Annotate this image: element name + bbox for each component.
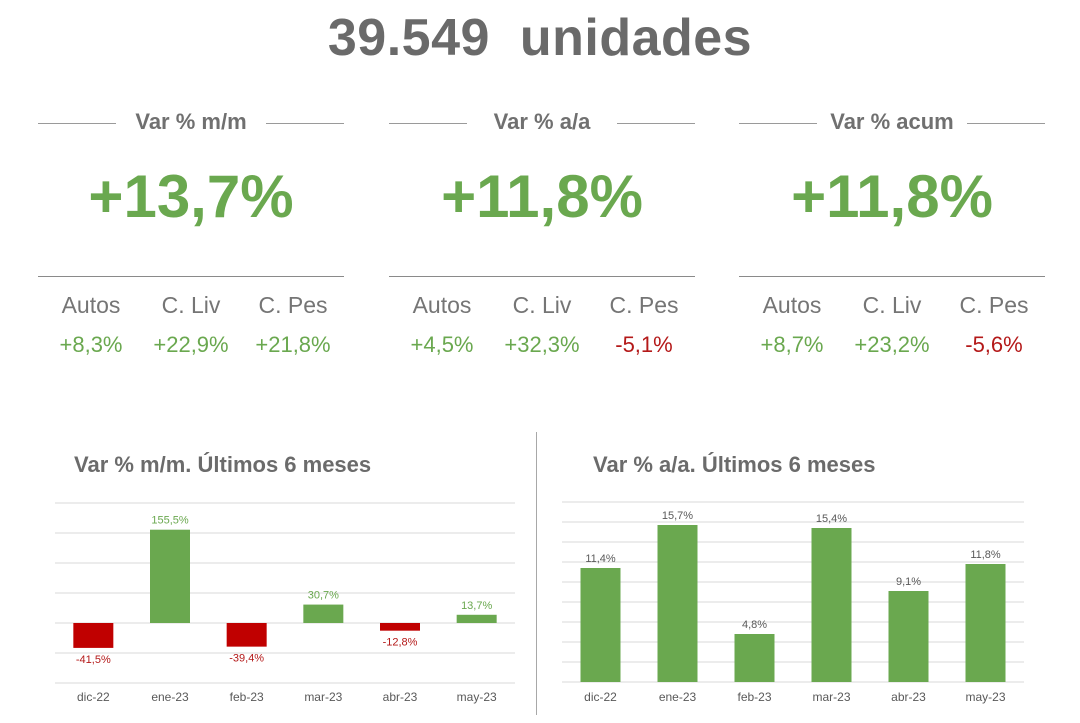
panel-divider <box>536 432 537 715</box>
sub-metric-name: Autos <box>762 292 822 318</box>
chart-title-mm: Var % m/m. Últimos 6 meses <box>74 452 372 477</box>
x-tick-label: may-23 <box>965 690 1005 704</box>
x-tick-label: dic-22 <box>584 690 617 704</box>
sub-metric-value: +22,9% <box>153 332 229 357</box>
bar-mar-23 <box>811 528 852 682</box>
sub-metric-c-pes: C. Pes +21,8% <box>243 292 343 358</box>
x-tick-label: abr-23 <box>383 690 418 704</box>
sub-metric-name: Autos <box>61 292 121 318</box>
data-label: -41,5% <box>76 654 111 666</box>
sub-metric-value: +21,8% <box>255 332 331 357</box>
kpi-label: Var % acum <box>830 109 954 134</box>
sub-metric-autos: Autos +8,7% <box>742 292 842 358</box>
sub-metric-name: C. Liv <box>161 292 221 318</box>
divider-line <box>38 123 116 124</box>
data-label: 4,8% <box>742 619 767 631</box>
sub-metric-name: C. Liv <box>862 292 922 318</box>
sub-metric-name: C. Pes <box>258 292 328 318</box>
bar-feb-23 <box>734 634 775 682</box>
bar-abr-23 <box>888 591 929 682</box>
divider-line <box>739 123 817 124</box>
x-tick-label: mar-23 <box>304 690 342 704</box>
kpi-label: Var % m/m <box>135 109 247 134</box>
sub-metric-autos: Autos +8,3% <box>41 292 141 358</box>
sub-metric-value: -5,6% <box>965 332 1023 357</box>
x-tick-label: abr-23 <box>891 690 926 704</box>
kpi-value: +11,8% <box>791 163 993 230</box>
data-label: 15,4% <box>816 513 847 525</box>
data-label: 30,7% <box>308 590 339 602</box>
sub-metric-name: C. Liv <box>512 292 572 318</box>
divider-line <box>389 123 467 124</box>
data-label: 11,4% <box>585 553 616 565</box>
data-label: 9,1% <box>896 576 921 588</box>
kpi-header: Var % m/m <box>38 106 344 140</box>
chart-title-aa: Var % a/a. Últimos 6 meses <box>593 452 876 477</box>
sub-metric-name: C. Pes <box>609 292 679 318</box>
sub-metric-value: +32,3% <box>504 332 580 357</box>
kpi-header: Var % a/a <box>389 106 695 140</box>
sub-metric-name: C. Pes <box>959 292 1029 318</box>
bar-chart-mm: -41,5% dic-22 155,5% ene-23 -39,4% feb-23 30,7… <box>55 502 515 704</box>
kpi-value: +11,8% <box>441 163 643 230</box>
kpi-card-aa: Var % a/a +11,8% Autos +4,5% C. Liv +32,… <box>389 96 695 376</box>
data-label: 15,7% <box>662 510 693 522</box>
divider-line <box>617 123 695 124</box>
x-tick-label: feb-23 <box>230 690 264 704</box>
kpi-card-acum: Var % acum +11,8% Autos +8,7% C. Liv +23… <box>739 96 1045 376</box>
data-label: 155,5% <box>151 515 189 527</box>
data-label: 13,7% <box>461 600 492 612</box>
x-tick-label: ene-23 <box>659 690 697 704</box>
divider-line <box>38 276 344 277</box>
x-tick-label: dic-22 <box>77 690 110 704</box>
bar-chart-aa: 11,4% dic-22 15,7% ene-23 4,8% feb-23 15,4% mar… <box>562 501 1024 704</box>
sub-metric-value: -5,1% <box>615 332 673 357</box>
bar-ene-23 <box>657 525 698 682</box>
bar-dic-22 <box>73 623 114 648</box>
bar-dic-22 <box>580 568 621 682</box>
sub-metric-c-liv: C. Liv +32,3% <box>492 292 592 358</box>
x-tick-label: mar-23 <box>812 690 850 704</box>
bar-may-23 <box>456 614 497 623</box>
divider-line <box>389 276 695 277</box>
data-label: -39,4% <box>229 653 264 665</box>
sub-metric-c-pes: C. Pes -5,6% <box>944 292 1044 358</box>
divider-line <box>967 123 1045 124</box>
kpi-value: +13,7% <box>88 163 294 230</box>
divider-line <box>266 123 344 124</box>
sub-metric-c-liv: C. Liv +22,9% <box>141 292 241 358</box>
sub-metric-value: +8,7% <box>760 332 824 357</box>
data-label: -12,8% <box>383 637 418 649</box>
kpi-card-mm: Var % m/m +13,7% Autos +8,3% C. Liv +22,… <box>38 96 344 376</box>
sub-metric-value: +23,2% <box>854 332 930 357</box>
x-tick-label: may-23 <box>457 690 497 704</box>
kpi-label: Var % a/a <box>493 109 591 134</box>
sub-metric-c-pes: C. Pes -5,1% <box>594 292 694 358</box>
kpi-header: Var % acum <box>739 106 1045 140</box>
bar-abr-23 <box>380 623 420 631</box>
x-tick-label: feb-23 <box>737 690 771 704</box>
x-tick-label: ene-23 <box>151 690 189 704</box>
headline-number: 39.549 <box>327 9 490 67</box>
bar-mar-23 <box>303 604 344 623</box>
sub-metric-value: +4,5% <box>410 332 474 357</box>
sub-metric-value: +8,3% <box>59 332 123 357</box>
headline: 39.549 unidades <box>0 8 1080 68</box>
bar-feb-23 <box>226 623 267 647</box>
divider-line <box>739 276 1045 277</box>
bar-ene-23 <box>150 529 190 623</box>
sub-metric-c-liv: C. Liv +23,2% <box>842 292 942 358</box>
data-label: 11,8% <box>970 549 1001 561</box>
bar-may-23 <box>965 564 1006 682</box>
sub-metric-autos: Autos +4,5% <box>392 292 492 358</box>
sub-metric-name: Autos <box>412 292 472 318</box>
headline-unit: unidades <box>519 9 753 67</box>
